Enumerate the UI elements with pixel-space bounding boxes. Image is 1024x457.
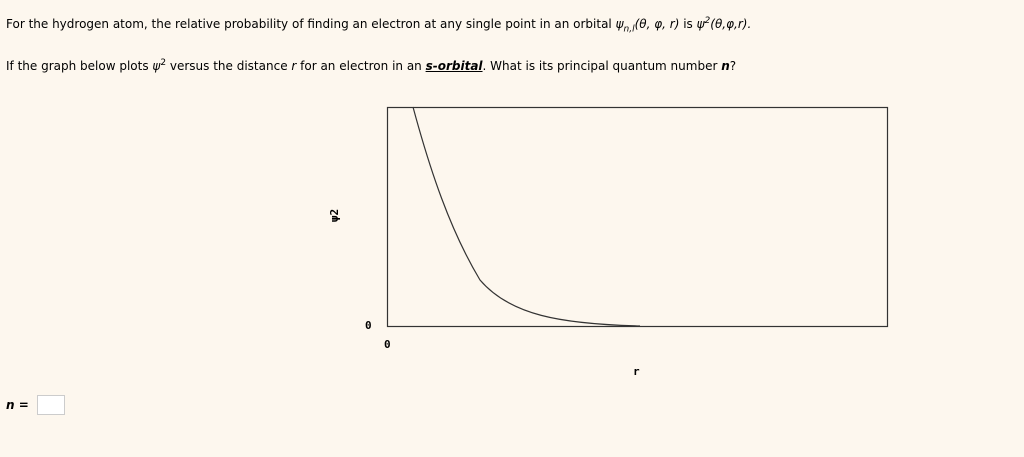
answer-label: n =	[6, 398, 29, 412]
text: . What is its principal quantum number	[482, 59, 722, 73]
psi-squared-curve	[412, 106, 641, 327]
text: versus the distance	[166, 59, 292, 73]
answer-input[interactable]	[37, 395, 65, 415]
x-zero-tick: 0	[384, 338, 391, 351]
psi: ψ	[152, 59, 161, 73]
subscript: n,l	[623, 24, 635, 35]
r: r	[291, 59, 297, 73]
text: for an electron in an	[296, 59, 426, 73]
x-axis-label: r	[633, 365, 640, 378]
question-line-2: If the graph below plots ψ2 versus the d…	[6, 58, 736, 73]
psi: ψ	[696, 17, 705, 31]
text: If the graph below plots	[6, 59, 153, 73]
text: For the hydrogen atom, the relative prob…	[6, 17, 616, 31]
psi: ψ	[615, 17, 624, 31]
n: n	[6, 398, 15, 412]
y-axis-label: ψ2	[328, 208, 342, 223]
n: n	[721, 59, 730, 73]
question-line-1: For the hydrogen atom, the relative prob…	[6, 16, 751, 34]
y-zero-tick: 0	[365, 319, 372, 332]
args: (θ,φ,r).	[710, 17, 752, 31]
plot-frame	[386, 106, 889, 328]
superscript: 2	[704, 16, 711, 26]
superscript: 2	[160, 58, 167, 68]
args: (θ, φ, r)	[634, 17, 680, 31]
text: ?	[729, 59, 737, 73]
orbital-type: s-orbital	[425, 59, 483, 73]
equals: =	[14, 398, 29, 412]
text: is	[679, 17, 697, 31]
